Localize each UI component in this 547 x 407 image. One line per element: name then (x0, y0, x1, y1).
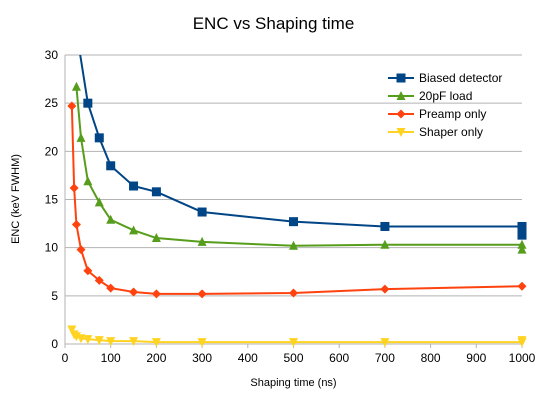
data-point-20pf-load (83, 176, 93, 186)
data-point-shaper-only (197, 338, 207, 348)
x-tick-label: 200 (146, 351, 166, 365)
data-point-biased-detector (106, 161, 116, 171)
legend-label-preamp-only: Preamp only (419, 107, 486, 121)
data-point-20pf-load (517, 239, 527, 249)
data-point-biased-detector (517, 221, 527, 231)
legend-marker-shaper-only (396, 128, 406, 137)
data-point-preamp-only (106, 283, 116, 293)
x-tick-label: 600 (329, 351, 349, 365)
data-point-preamp-only (83, 266, 93, 276)
data-point-20pf-load (151, 233, 161, 243)
data-point-biased-detector (129, 181, 139, 191)
legend-label-biased-detector: Biased detector (419, 71, 502, 85)
data-point-preamp-only (71, 220, 81, 230)
data-point-shaper-only (83, 335, 93, 345)
data-point-biased-detector (380, 221, 390, 231)
y-tick-label: 30 (45, 48, 59, 62)
data-point-biased-detector (197, 207, 207, 217)
data-point-preamp-only (517, 281, 527, 291)
data-point-shaper-only (151, 338, 161, 348)
data-point-20pf-load (197, 236, 207, 246)
data-point-shaper-only (517, 336, 527, 346)
data-point-biased-detector (94, 133, 104, 143)
data-point-shaper-only (94, 336, 104, 346)
data-point-preamp-only (289, 288, 298, 298)
data-point-shaper-only (76, 334, 86, 344)
data-point-biased-detector (151, 187, 161, 197)
x-tick-label: 1000 (509, 351, 536, 365)
y-tick-label: 15 (45, 193, 59, 207)
series-20pf-load (75, 86, 522, 250)
data-point-20pf-load (517, 244, 527, 254)
x-axis-label: Shaping time (ns) (250, 377, 337, 389)
data-point-preamp-only (67, 101, 77, 111)
x-tick-label: 100 (101, 351, 121, 365)
legend-marker-biased-detector (396, 73, 406, 83)
data-point-20pf-load (106, 214, 116, 224)
data-point-20pf-load (71, 81, 81, 91)
y-tick-label: 10 (45, 241, 59, 255)
data-point-shaper-only (380, 338, 390, 348)
y-tick-label: 20 (45, 144, 59, 158)
data-point-preamp-only (69, 183, 79, 193)
x-tick-label: 900 (466, 351, 486, 365)
data-point-20pf-load (289, 240, 298, 250)
y-axis-label: ENC (keV FWHM) (10, 154, 22, 244)
legend-marker-20pf-load (396, 91, 406, 100)
data-point-biased-detector (517, 230, 527, 240)
legend-label-20pf-load: 20pF load (419, 89, 472, 103)
x-tick-label: 500 (283, 351, 303, 365)
data-point-shaper-only (289, 338, 298, 348)
data-point-preamp-only (76, 245, 86, 255)
data-point-20pf-load (380, 239, 390, 249)
data-point-preamp-only (129, 287, 139, 297)
series-line-20pf-load (75, 86, 522, 250)
y-tick-label: 0 (51, 337, 58, 351)
chart-title: ENC vs Shaping time (192, 14, 355, 33)
data-point-20pf-load (129, 225, 139, 235)
data-point-biased-detector (83, 98, 93, 108)
x-tick-label: 700 (375, 351, 395, 365)
data-point-biased-detector (289, 217, 298, 227)
y-tick-label: 25 (45, 96, 59, 110)
data-point-20pf-load (76, 132, 86, 142)
legend-marker-preamp-only (396, 109, 406, 119)
data-point-preamp-only (94, 275, 104, 285)
data-point-preamp-only (151, 289, 161, 299)
x-tick-label: 400 (238, 351, 258, 365)
data-point-preamp-only (197, 289, 207, 299)
legend-label-shaper-only: Shaper only (419, 125, 483, 139)
data-point-20pf-load (94, 197, 104, 207)
y-tick-label: 5 (51, 289, 58, 303)
data-point-preamp-only (380, 284, 390, 294)
x-tick-label: 800 (421, 351, 441, 365)
data-point-shaper-only (67, 325, 77, 335)
data-point-shaper-only (129, 337, 139, 347)
data-point-shaper-only (106, 337, 116, 347)
x-tick-label: 300 (192, 351, 212, 365)
x-tick-label: 0 (62, 351, 69, 365)
